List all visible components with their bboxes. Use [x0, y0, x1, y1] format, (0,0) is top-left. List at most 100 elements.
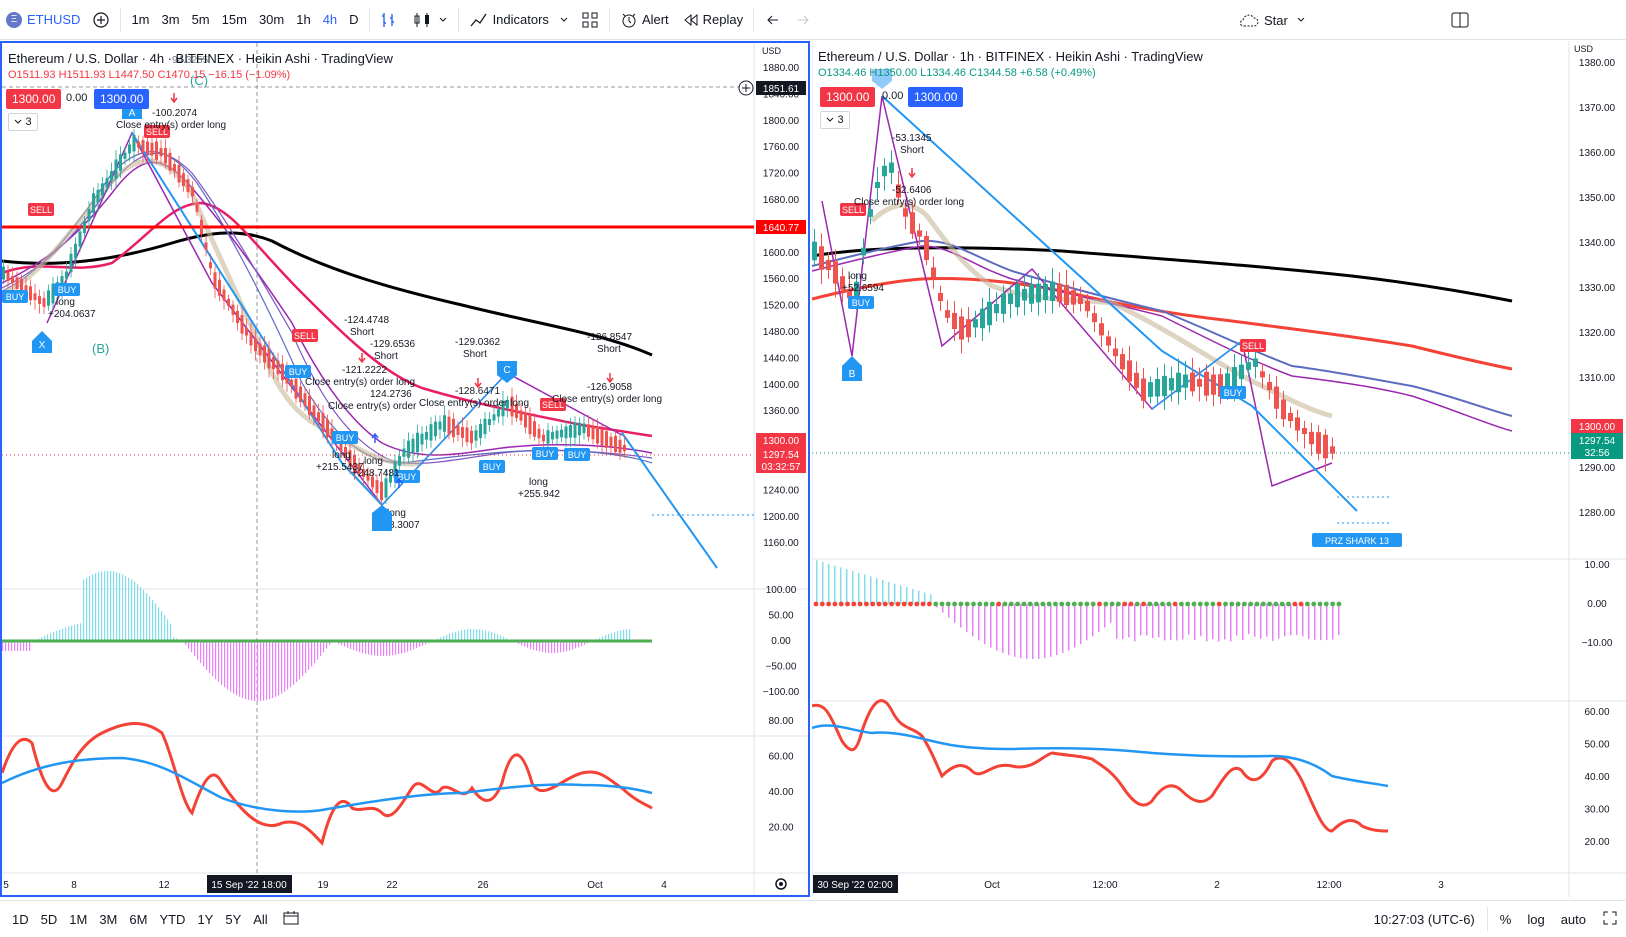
macd-bar — [458, 630, 460, 641]
add-symbol-button[interactable] — [86, 6, 116, 34]
auto-toggle[interactable]: auto — [1560, 911, 1586, 927]
interval-15m[interactable]: 15m — [221, 12, 247, 27]
trade-label: long — [529, 477, 548, 488]
candle-body — [945, 310, 950, 318]
range-1m[interactable]: 1M — [69, 911, 88, 927]
range-5y[interactable]: 5Y — [225, 911, 242, 927]
range-1d[interactable]: 1D — [12, 911, 29, 927]
candle-body — [461, 427, 464, 438]
left-chart-pane[interactable]: 1880.001840.001800.001760.001720.001680.… — [0, 41, 810, 897]
star-label: Star — [1264, 12, 1288, 28]
candle-body — [69, 253, 73, 273]
right-chart-title[interactable]: Ethereum / U.S. Dollar · 1h · BITFINEX ·… — [818, 49, 1203, 64]
log-toggle[interactable]: log — [1527, 911, 1545, 927]
undo-button[interactable] — [758, 6, 788, 34]
buy-signal-box — [564, 448, 590, 461]
replay-button[interactable]: Replay — [675, 6, 749, 34]
templates-button[interactable] — [575, 6, 605, 34]
range-6m[interactable]: 6M — [129, 911, 148, 927]
currency-label[interactable]: USD — [1574, 44, 1594, 54]
macd-bar — [2, 641, 4, 651]
left-chart-canvas[interactable]: 1880.001840.001800.001760.001720.001680.… — [2, 43, 808, 895]
time-tick: 12:00 — [1316, 880, 1341, 891]
fullscreen-button[interactable] — [1594, 910, 1626, 929]
macd-bar — [822, 562, 824, 604]
alert-button[interactable]: Alert — [614, 6, 675, 34]
interval-30m[interactable]: 30m — [258, 12, 285, 27]
macd-bar — [1092, 604, 1094, 637]
bar-style-button[interactable] — [374, 6, 406, 34]
rsi-ma-line — [2, 756, 653, 813]
right-ohlc: O1334.46 H1350.00 L1334.46 C1344.58 +6.5… — [818, 67, 1096, 79]
candle-body — [290, 379, 293, 387]
indicators-button[interactable]: Indicators — [463, 6, 575, 34]
interval-5m[interactable]: 5m — [191, 12, 210, 27]
candle-body — [819, 246, 824, 270]
sell-price-box[interactable]: 1300.00 — [820, 87, 876, 107]
macd-bar — [5, 641, 7, 651]
percent-toggle[interactable]: % — [1499, 911, 1512, 927]
trade-label: +258.3007 — [372, 520, 420, 531]
candle-body — [882, 165, 887, 177]
candle-body — [1148, 382, 1153, 397]
macd-bar — [257, 641, 259, 701]
chart-type-button[interactable] — [406, 6, 454, 34]
redo-button[interactable] — [788, 6, 818, 34]
interval-4h[interactable]: 4h — [322, 12, 338, 27]
range-ytd[interactable]: YTD — [159, 911, 186, 927]
right-chart-pane[interactable]: PRZ SHARK 13 1380.00 1370.00 1360.00 1350.0… — [812, 41, 1626, 897]
settings-gear-icon[interactable] — [775, 878, 787, 890]
range-1y[interactable]: 1Y — [197, 911, 214, 927]
interval-1m[interactable]: 1m — [131, 12, 150, 27]
macd-dot — [983, 601, 989, 607]
macd-bar — [1146, 604, 1148, 636]
candle-body — [33, 293, 37, 300]
star-button[interactable]: Star — [1232, 6, 1312, 34]
date-range-picker-button[interactable] — [274, 910, 308, 929]
macd-bar — [131, 579, 133, 641]
range-3m[interactable]: 3M — [99, 911, 118, 927]
ethereum-icon: Ξ — [6, 11, 22, 28]
cloud-icon — [1239, 14, 1259, 27]
sell-signal-box — [840, 203, 866, 216]
candle-body — [854, 281, 859, 299]
study-count-badge[interactable]: 3 — [820, 111, 850, 129]
candle-body — [1323, 434, 1328, 459]
candle-body — [609, 436, 613, 447]
interval-3m[interactable]: 3m — [161, 12, 180, 27]
clock[interactable]: 10:27:03 (UTC-6) — [1373, 911, 1475, 927]
range-all[interactable]: All — [253, 911, 268, 927]
layout-button[interactable] — [1444, 6, 1476, 34]
interval-d[interactable]: D — [349, 12, 359, 27]
time-axis[interactable]: 5 8 12 19 22 26 Oct 4 — [3, 880, 667, 891]
macd-dot — [990, 601, 995, 607]
macd-dot — [1242, 601, 1247, 607]
currency-label[interactable]: USD — [762, 46, 782, 56]
candle-body — [29, 286, 32, 301]
candle-body — [227, 298, 230, 306]
range-5d[interactable]: 5D — [40, 911, 58, 927]
short-arrow — [606, 373, 614, 384]
left-chart-title[interactable]: Ethereum / U.S. Dollar · 4h · BITFINEX ·… — [8, 51, 393, 66]
candle-body — [1246, 362, 1251, 370]
macd-bar — [918, 590, 920, 604]
study-count-badge[interactable]: 3 — [8, 113, 38, 131]
chevron-down-icon — [15, 119, 22, 124]
candle-body — [191, 187, 194, 197]
divider — [753, 7, 755, 32]
candle-body — [573, 422, 577, 438]
sell-signal: SELL — [146, 127, 168, 137]
buy-price-box[interactable]: 1300.00 — [908, 87, 964, 107]
time-tick: Oct — [587, 880, 603, 891]
buy-price-box[interactable]: 1300.00 — [94, 89, 150, 109]
add-alert-icon[interactable] — [738, 80, 754, 96]
interval-1h[interactable]: 1h — [296, 12, 311, 27]
macd-bar — [293, 641, 295, 685]
symbol-search[interactable]: Ξ ETHUSD — [0, 6, 86, 34]
macd-bar — [260, 641, 262, 701]
macd-bar — [116, 572, 118, 641]
macd-bar — [584, 641, 586, 645]
right-chart-canvas[interactable]: PRZ SHARK 13 1380.00 1370.00 1360.00 1350.0… — [812, 41, 1626, 897]
sell-price-box[interactable]: 1300.00 — [6, 89, 62, 109]
